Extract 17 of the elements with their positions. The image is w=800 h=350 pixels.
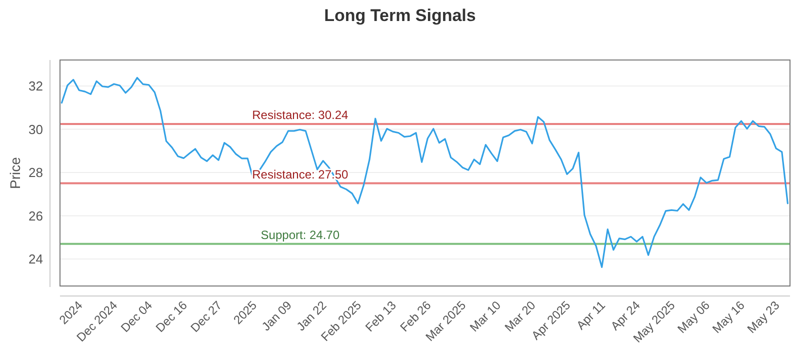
x-tick-label: Jan 09 (258, 298, 295, 334)
y-tick-label: 32 (28, 78, 43, 94)
x-tick-label: Dec 04 (118, 298, 156, 336)
x-tick-label: Feb 13 (362, 298, 400, 335)
x-tick-label: Dec 27 (188, 298, 225, 336)
y-tick-label: 30 (28, 122, 43, 137)
ref-line-label: Resistance: 30.24 (252, 108, 349, 122)
x-tick-label: Dec 16 (153, 298, 190, 336)
line-series (60, 76, 788, 268)
y-axis-title: Price (7, 156, 23, 189)
x-tick-label: Apr 11 (574, 298, 608, 332)
x-tick-label: Mar 10 (467, 298, 504, 335)
y-tick-label: 24 (28, 252, 43, 267)
y-tick-label: 28 (28, 165, 43, 180)
ref-line-label: Support: 24.70 (260, 228, 340, 242)
y-tick-label: 26 (28, 208, 43, 224)
chart-title: Long Term Signals (324, 6, 476, 25)
